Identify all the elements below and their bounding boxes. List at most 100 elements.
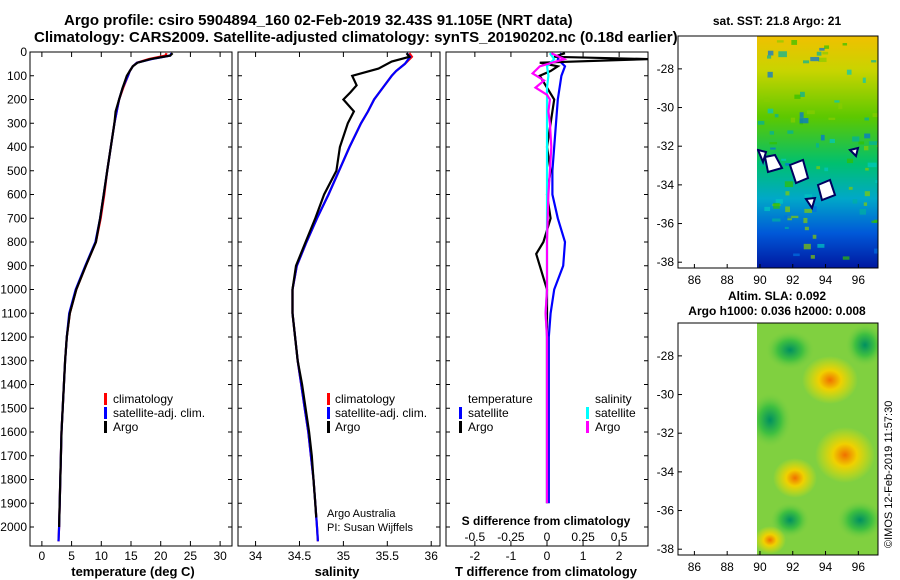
diff-series-t-satellite: [547, 52, 567, 504]
sst-texture: [852, 136, 860, 142]
sst-texture: [829, 138, 835, 144]
legend-t-satellite: satellite: [468, 406, 509, 420]
sst-ytick-label: -30: [657, 101, 675, 115]
sst-texture: [846, 158, 854, 164]
diff-t-xtick-label: 1: [580, 549, 587, 563]
t-difference-xlabel: T difference from climatology: [455, 564, 638, 579]
sst-texture: [875, 180, 878, 184]
sst-texture: [799, 112, 804, 118]
sst-ytick-label: -32: [657, 139, 675, 153]
sst-xtick-label: 94: [819, 273, 833, 287]
sst-texture: [800, 91, 805, 97]
sst-texture: [802, 60, 810, 64]
sst-texture: [824, 167, 829, 172]
diff-s-xtick-label: 0.25: [571, 530, 595, 544]
sst-texture: [803, 243, 811, 250]
salinity-xtick-label: 35: [337, 549, 351, 563]
sst-heatmap: [757, 36, 878, 268]
sst-texture: [803, 217, 808, 224]
sst-texture: [769, 131, 775, 135]
sst-texture: [810, 255, 815, 259]
sla-ytick-label: -32: [657, 426, 675, 440]
temperature-panel: 0100200300400500600700800900100011001200…: [0, 45, 233, 579]
sst-texture: [863, 145, 869, 151]
sst-texture: [816, 51, 822, 56]
sst-texture: [785, 163, 791, 166]
temperature-ytick-label: 0: [20, 45, 27, 59]
temperature-ytick-label: 2000: [0, 520, 27, 534]
sst-texture: [819, 47, 825, 51]
sst-texture: [848, 186, 853, 190]
sst-map-panel: sat. SST: 21.8 Argo: 21 86 88 90 92 94 96 -28 -…: [657, 14, 879, 287]
sst-texture: [874, 248, 878, 254]
sst-texture: [784, 215, 792, 219]
sst-texture: [842, 43, 848, 46]
sal-legend-climatology: climatology: [335, 392, 395, 406]
sla-xtick-label: 86: [688, 560, 702, 574]
sst-texture: [804, 208, 813, 213]
sst-texture: [785, 191, 790, 196]
sst-texture: [812, 234, 817, 239]
sst-ytick-label: -36: [657, 217, 675, 231]
temperature-ytick-label: 1600: [0, 425, 27, 439]
temperature-xtick-label: 15: [124, 549, 138, 563]
legend-temperature-heading: temperature: [468, 392, 533, 406]
sla-xtick-label: 94: [819, 560, 833, 574]
temperature-xtick-label: 25: [184, 549, 198, 563]
sst-texture: [772, 218, 781, 222]
sst-texture: [794, 94, 801, 99]
temperature-ytick-label: 1700: [0, 449, 27, 463]
sla-xtick-label: 88: [721, 560, 735, 574]
legend-satellite-adj: satellite-adj. clim.: [113, 406, 205, 420]
sst-texture: [806, 110, 815, 115]
sst-texture: [773, 202, 780, 209]
sst-texture: [815, 143, 819, 148]
temperature-ytick-label: 700: [7, 211, 27, 225]
diff-t-xtick-label: -1: [506, 549, 517, 563]
legend-t-argo: Argo: [468, 420, 494, 434]
sst-ytick-label: -34: [657, 178, 675, 192]
sst-texture: [862, 77, 866, 83]
sst-ytick-label: -28: [657, 62, 675, 76]
imos-timestamp: ©IMOS 12-Feb-2019 11:57:30: [883, 400, 895, 548]
sst-texture: [757, 120, 765, 125]
sst-texture: [817, 243, 825, 248]
sst-texture: [873, 219, 878, 223]
temperature-ytick-label: 200: [7, 93, 27, 107]
diff-t-xtick-label: 0: [544, 549, 551, 563]
sst-xtick-label: 86: [688, 273, 702, 287]
sst-texture: [842, 256, 850, 260]
sst-texture: [767, 71, 773, 78]
temperature-ytick-label: 300: [7, 116, 27, 130]
temperature-xtick-label: 30: [213, 549, 227, 563]
temperature-ytick-label: 1800: [0, 473, 27, 487]
diff-s-xtick-label: -0.5: [465, 530, 486, 544]
sst-texture: [767, 50, 774, 56]
temperature-series-argo: [58, 52, 174, 528]
annotation-argo-australia: Argo Australia: [327, 508, 396, 520]
sst-texture: [822, 51, 829, 55]
sst-texture: [791, 40, 798, 45]
sla-heatmap: [757, 323, 878, 555]
temperature-ytick-label: 900: [7, 259, 27, 273]
temperature-ytick-label: 1000: [0, 283, 27, 297]
sla-xtick-label: 90: [753, 560, 767, 574]
figure-title-line2: Climatology: CARS2009. Satellite-adjuste…: [34, 29, 678, 46]
temperature-xtick-label: 5: [68, 549, 75, 563]
sst-texture: [764, 206, 771, 212]
sla-ytick-label: -36: [657, 504, 675, 518]
legend-s-satellite: satellite: [595, 406, 636, 420]
sst-texture: [804, 226, 809, 231]
sal-legend-argo: Argo: [335, 420, 361, 434]
salinity-xtick-label: 34: [249, 549, 263, 563]
temperature-ytick-label: 1300: [0, 354, 27, 368]
annotation-pi: PI: Susan Wijffels: [327, 522, 413, 534]
temperature-ytick-label: 1900: [0, 496, 27, 510]
sla-ytick-label: -38: [657, 542, 675, 556]
sst-texture: [864, 117, 869, 121]
sst-texture: [820, 134, 825, 141]
sst-title: sat. SST: 21.8 Argo: 21: [713, 14, 842, 28]
sst-texture: [799, 118, 809, 124]
temperature-xtick-label: 10: [95, 549, 109, 563]
sla-xtick-label: 96: [852, 560, 866, 574]
